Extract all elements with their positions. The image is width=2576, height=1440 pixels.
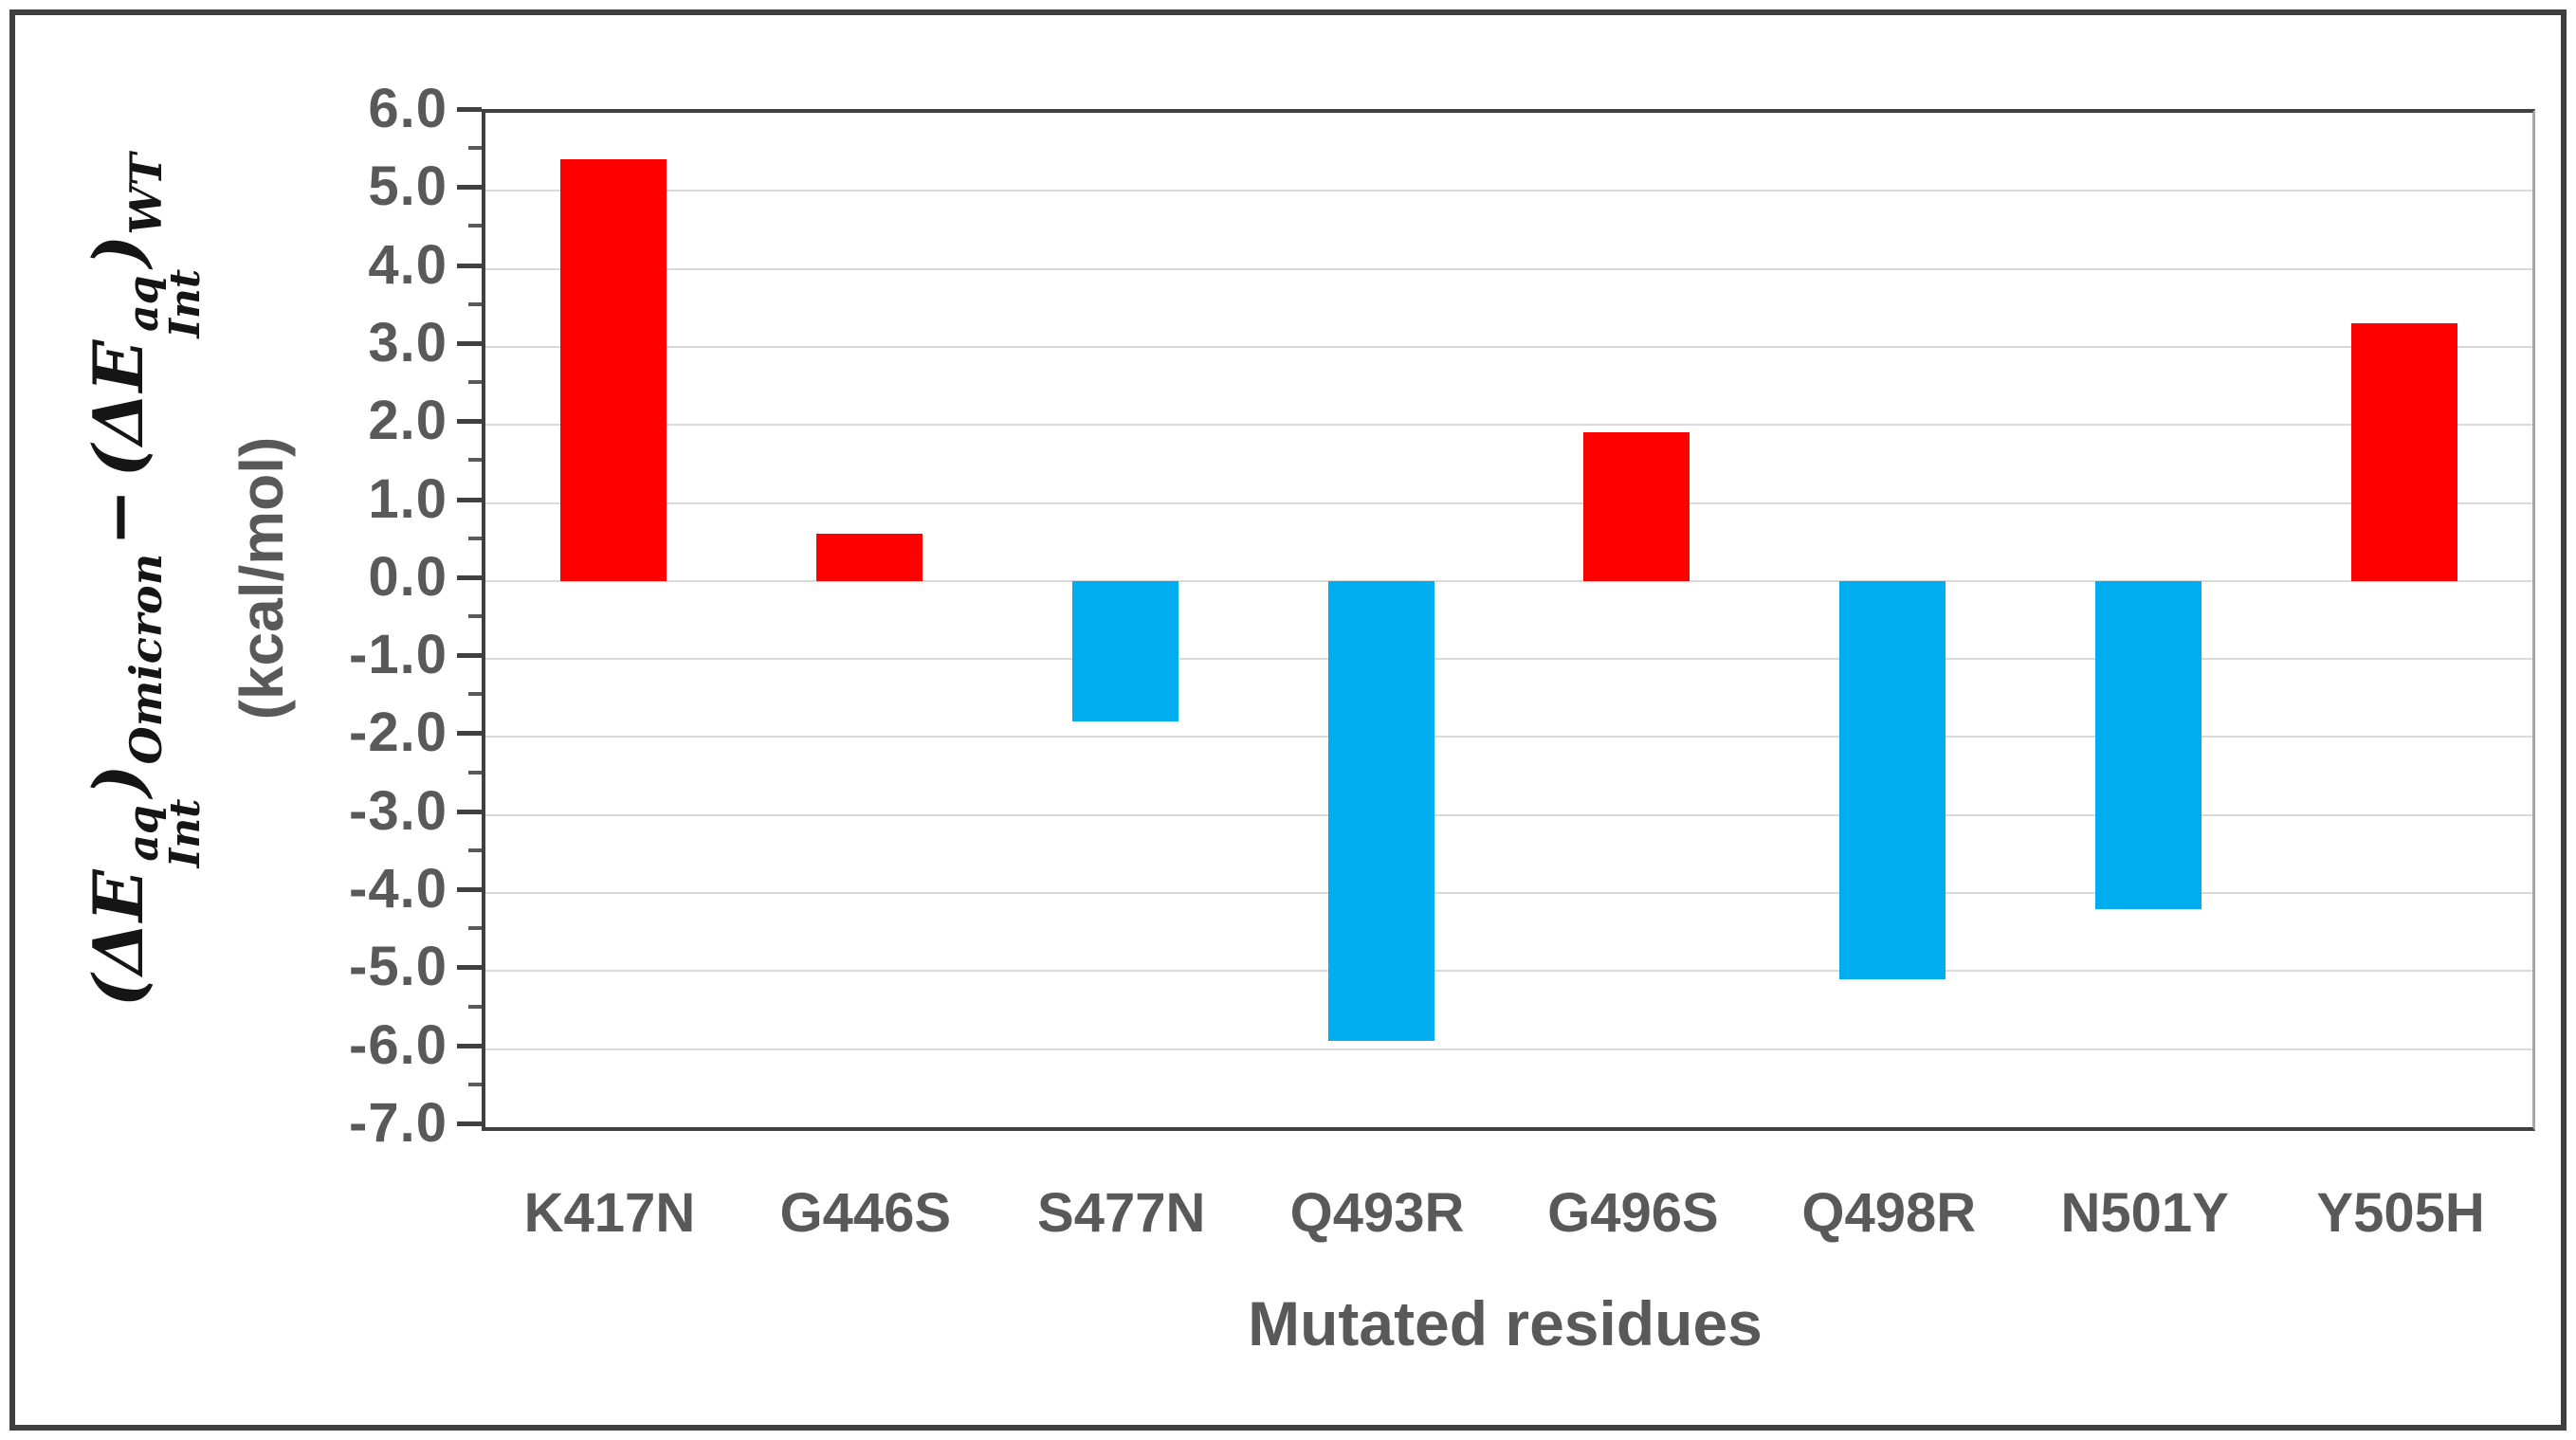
term2-delta-e: ΔE (78, 339, 158, 446)
gridline-1.0 (485, 501, 2532, 504)
gridline-2.0 (485, 424, 2532, 427)
plot-area (482, 109, 2535, 1131)
y-tick-label--7.0: -7.0 (349, 1092, 448, 1154)
x-label-G496S: G496S (1547, 1182, 1719, 1244)
y-tick-minor--6.5 (468, 1082, 482, 1086)
bar-S477N (1071, 580, 1178, 721)
x-axis-title: Mutated residues (1248, 1288, 1763, 1358)
y-tick-minor-2.5 (468, 380, 482, 385)
term2-open-paren: ( (78, 445, 158, 478)
gridline--1.0 (485, 658, 2532, 661)
x-label-N501Y: N501Y (2060, 1182, 2229, 1244)
gridline--2.0 (485, 736, 2532, 738)
y-tick-major--5.0 (457, 965, 482, 971)
y-tick-label-2.0: 2.0 (368, 390, 448, 452)
gridline-3.0 (485, 345, 2532, 348)
y-tick-label-5.0: 5.0 (368, 155, 448, 218)
y-tick-minor--4.5 (468, 926, 482, 931)
y-tick-minor--1.5 (468, 692, 482, 697)
y-tick-minor--5.5 (468, 1004, 482, 1009)
bar-Y505H (2351, 323, 2458, 581)
term2-close-paren: ) (78, 234, 158, 267)
gridline-5.0 (485, 190, 2532, 192)
x-label-Q493R: Q493R (1289, 1182, 1465, 1244)
y-tick-major-2.0 (457, 419, 482, 425)
term2-outer-subscript: WT (120, 153, 172, 235)
y-tick-major--2.0 (457, 731, 482, 737)
x-label-G446S: G446S (779, 1182, 952, 1244)
term1-open-paren: ( (78, 975, 158, 1008)
term1-supsub: aq Int (119, 798, 210, 868)
y-tick-label--1.0: -1.0 (349, 624, 448, 686)
y-tick-label--5.0: -5.0 (349, 936, 448, 998)
y-tick-minor-4.5 (468, 224, 482, 228)
term2-superscript: aq (119, 275, 168, 332)
y-tick-label--2.0: -2.0 (349, 702, 448, 764)
y-axis-unit-label: (kcal/mol) (228, 436, 296, 720)
bar-K417N (559, 159, 667, 581)
y-tick-major--4.0 (457, 887, 482, 893)
x-label-Y505H: Y505H (2316, 1182, 2485, 1244)
y-tick-major-0.0 (457, 574, 482, 580)
gridline--4.0 (485, 892, 2532, 895)
term1-close-paren: ) (78, 764, 158, 797)
y-tick-label-6.0: 6.0 (368, 78, 448, 139)
y-tick-minor-5.5 (468, 146, 482, 151)
term1-subscript: Int (161, 798, 210, 868)
y-tick-minor--3.5 (468, 848, 482, 852)
gridline--3.0 (485, 813, 2532, 816)
y-tick-major-3.0 (457, 340, 482, 346)
minus-operator: − (78, 488, 158, 546)
x-label-Q498R: Q498R (1801, 1182, 1977, 1244)
bar-Q493R (1327, 580, 1434, 1042)
term2-supsub: aq Int (119, 268, 210, 338)
gridline-0.0 (485, 579, 2532, 582)
term1-superscript: aq (119, 805, 168, 862)
y-axis-math-expression: (ΔE aq Int)Omicron−(ΔE aq Int)WT (71, 76, 210, 1081)
y-tick-label--4.0: -4.0 (349, 858, 448, 921)
y-tick-major-5.0 (457, 185, 482, 191)
term2-subscript: Int (161, 268, 210, 338)
gridline--5.0 (485, 970, 2532, 973)
y-tick-label-4.0: 4.0 (368, 233, 448, 296)
y-tick-minor-0.5 (468, 536, 482, 540)
y-tick-major--3.0 (457, 809, 482, 814)
y-tick-major--6.0 (457, 1043, 482, 1048)
y-tick-major-4.0 (457, 263, 482, 268)
y-tick-label-3.0: 3.0 (368, 311, 448, 374)
gridline--6.0 (485, 1048, 2532, 1050)
bar-G446S (815, 534, 923, 581)
y-tick-label-1.0: 1.0 (368, 467, 448, 530)
term1-delta-e: ΔE (78, 869, 158, 975)
term1-outer-subscript: Omicron (120, 553, 172, 765)
y-tick-minor--0.5 (468, 614, 482, 618)
gridline-4.0 (485, 267, 2532, 270)
y-tick-major--7.0 (457, 1121, 482, 1126)
x-label-K417N: K417N (523, 1182, 696, 1244)
y-tick-minor-1.5 (468, 458, 482, 463)
y-tick-label-0.0: 0.0 (368, 545, 448, 608)
y-tick-label--6.0: -6.0 (349, 1013, 448, 1076)
y-tick-major-1.0 (457, 497, 482, 502)
y-axis-label: (ΔE aq Int)Omicron−(ΔE aq Int)WT (kcal/mol) (71, 76, 308, 1081)
y-tick-major--1.0 (457, 653, 482, 659)
x-label-S477N: S477N (1037, 1182, 1206, 1244)
bar-Q498R (1839, 580, 1946, 979)
y-tick-minor-3.5 (468, 301, 482, 306)
y-tick-minor--2.5 (468, 770, 482, 775)
y-tick-major-6.0 (457, 107, 482, 112)
bar-N501Y (2095, 580, 2202, 909)
bar-G496S (1583, 432, 1690, 581)
y-tick-label--3.0: -3.0 (349, 779, 448, 842)
